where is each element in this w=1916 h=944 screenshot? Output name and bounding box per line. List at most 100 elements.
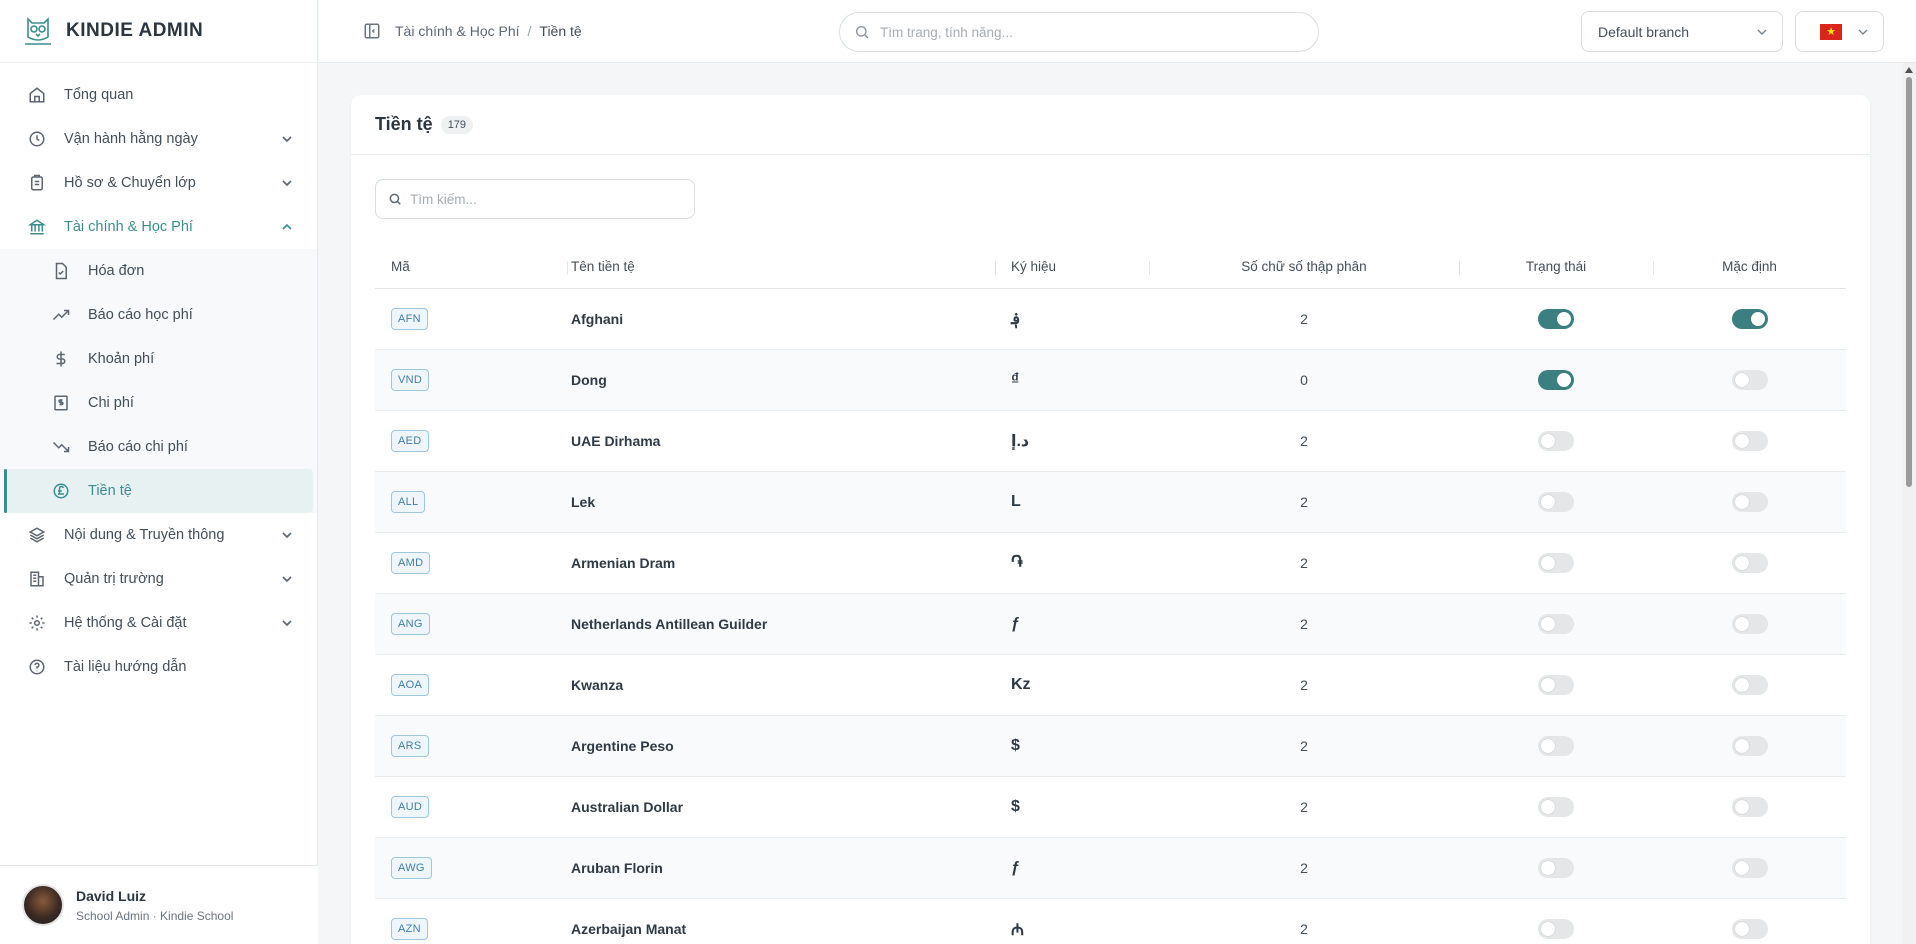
breadcrumb-separator: /: [527, 23, 532, 39]
sidebar-item-fees[interactable]: Khoản phí: [0, 337, 317, 381]
table-row[interactable]: AUD Australian Dollar $2: [375, 777, 1846, 838]
sidebar-toggle-icon[interactable]: [363, 22, 381, 40]
decimal-places: 2: [1300, 738, 1308, 754]
chevron-down-icon: [279, 527, 295, 543]
trend-down-icon: [50, 436, 72, 458]
branch-select[interactable]: Default branch: [1581, 11, 1783, 52]
default-toggle[interactable]: [1731, 614, 1768, 634]
sidebar-item-label: Tổng quan: [64, 87, 134, 103]
header-code[interactable]: Mã: [391, 259, 410, 274]
default-toggle[interactable]: [1731, 431, 1768, 451]
currency-name: Argentine Peso: [571, 738, 674, 754]
status-toggle[interactable]: [1538, 614, 1574, 634]
table-row[interactable]: AWG Aruban Florin ƒ 2: [375, 838, 1846, 899]
currency-code-badge: AUD: [391, 796, 430, 818]
brand-name: KINDIE ADMIN: [66, 20, 204, 41]
header-decimals[interactable]: Số chữ số thập phân: [1149, 259, 1459, 275]
scroll-up-arrow-icon[interactable]: [1905, 67, 1913, 73]
decimal-places: 2: [1300, 311, 1308, 327]
currency-symbol: $: [1011, 737, 1020, 754]
table-row[interactable]: AED UAE Dirhama د.إ 2: [375, 411, 1846, 472]
language-select[interactable]: ★: [1795, 11, 1884, 52]
sidebar-item-label: Báo cáo chi phí: [88, 439, 188, 455]
expense-icon: [50, 392, 72, 414]
sidebar-item-content[interactable]: Nội dung & Truyền thông: [0, 513, 317, 557]
status-toggle[interactable]: [1538, 370, 1574, 390]
table-body: AFN Afghani ؋ 2 VND Dong ₫ 0 AED UAE Dirhama د.إ 2 A…: [375, 289, 1846, 944]
status-toggle[interactable]: [1538, 797, 1574, 817]
default-toggle[interactable]: [1731, 858, 1768, 878]
breadcrumb-current: Tiền tệ: [539, 23, 582, 39]
default-toggle[interactable]: [1731, 492, 1768, 512]
table-search-input[interactable]: Tìm kiếm...: [375, 179, 695, 219]
sidebar-item-label: Quản trị trường: [64, 571, 164, 587]
status-toggle[interactable]: [1538, 309, 1574, 329]
table-search-placeholder: Tìm kiếm...: [410, 191, 477, 207]
sidebar-item-docs[interactable]: Tài liệu hướng dẫn: [0, 645, 317, 689]
user-profile[interactable]: David Luiz School Admin · Kindie School: [0, 865, 318, 944]
header-symbol[interactable]: Ký hiệu: [995, 259, 1149, 275]
search-icon: [854, 24, 870, 40]
sidebar-item-settings[interactable]: Hệ thống & Cài đặt: [0, 601, 317, 645]
table-row[interactable]: VND Dong ₫ 0: [375, 350, 1846, 411]
table-row[interactable]: ARS Argentine Peso $2: [375, 716, 1846, 777]
card-header: Tiền tệ 179: [351, 95, 1870, 155]
table-row[interactable]: ALL Lek L 2: [375, 472, 1846, 533]
user-role: School Admin · Kindie School: [76, 908, 234, 923]
header-status[interactable]: Trạng thái: [1459, 259, 1653, 275]
sidebar-item-label: Hồ sơ & Chuyển lớp: [64, 175, 196, 191]
global-search-placeholder: Tìm trang, tính năng...: [880, 24, 1013, 40]
table-row[interactable]: AMD Armenian Dram ֏ 2: [375, 533, 1846, 594]
decimal-places: 2: [1300, 921, 1308, 937]
table-row[interactable]: AOA Kwanza Kz 2: [375, 655, 1846, 716]
breadcrumb: Tài chính & Học Phí / Tiền tệ: [363, 22, 582, 40]
breadcrumb-parent[interactable]: Tài chính & Học Phí: [395, 23, 520, 39]
status-toggle[interactable]: [1538, 858, 1574, 878]
sidebar-item-records[interactable]: Hồ sơ & Chuyển lớp: [0, 161, 317, 205]
table-row[interactable]: AZN Azerbaijan Manat ₼ 2: [375, 899, 1846, 944]
sidebar-item-label: Hóa đơn: [88, 263, 145, 279]
status-toggle[interactable]: [1538, 492, 1574, 512]
sidebar-item-finance[interactable]: Tài chính & Học Phí: [0, 205, 317, 249]
page-scrollbar[interactable]: [1902, 63, 1916, 944]
currency-code-badge: ALL: [391, 491, 426, 513]
chevron-down-icon: [1855, 24, 1871, 40]
owl-logo-icon: [20, 13, 56, 49]
brand[interactable]: KINDIE ADMIN: [0, 0, 317, 63]
status-toggle[interactable]: [1538, 736, 1574, 756]
global-search-input[interactable]: Tìm trang, tính năng...: [839, 12, 1319, 52]
sidebar-item-tuition-report[interactable]: Báo cáo học phí: [0, 293, 317, 337]
status-toggle[interactable]: [1538, 553, 1574, 573]
status-toggle[interactable]: [1538, 675, 1574, 695]
currency-code-badge: AED: [391, 430, 429, 452]
header-default[interactable]: Mặc định: [1653, 259, 1846, 275]
sidebar-item-expense-report[interactable]: Báo cáo chi phí: [0, 425, 317, 469]
scrollbar-thumb[interactable]: [1906, 77, 1912, 487]
currency-symbol: ƒ: [1011, 615, 1020, 632]
table-row[interactable]: ANG Netherlands Antillean Guilder ƒ 2: [375, 594, 1846, 655]
table-row[interactable]: AFN Afghani ؋ 2: [375, 289, 1846, 350]
default-toggle[interactable]: [1731, 370, 1768, 390]
status-toggle[interactable]: [1538, 431, 1574, 451]
currency-symbol: د.إ: [1011, 433, 1030, 450]
branch-select-value: Default branch: [1598, 23, 1690, 40]
currency-symbol: ₫: [1011, 371, 1020, 388]
default-toggle[interactable]: [1731, 309, 1768, 329]
decimal-places: 2: [1300, 677, 1308, 693]
sidebar-item-daily-operations[interactable]: Vận hành hằng ngày: [0, 117, 317, 161]
status-toggle[interactable]: [1538, 919, 1574, 939]
default-toggle[interactable]: [1731, 797, 1768, 817]
sidebar-item-currency[interactable]: Tiền tệ: [4, 469, 313, 513]
currency-name: Azerbaijan Manat: [571, 921, 687, 937]
default-toggle[interactable]: [1731, 736, 1768, 756]
sidebar-item-invoices[interactable]: Hóa đơn: [0, 249, 317, 293]
sidebar-item-expenses[interactable]: Chi phí: [0, 381, 317, 425]
default-toggle[interactable]: [1731, 919, 1768, 939]
dollar-icon: [50, 348, 72, 370]
header-name[interactable]: Tên tiền tệ: [567, 259, 995, 275]
sidebar-item-school-admin[interactable]: Quản trị trường: [0, 557, 317, 601]
default-toggle[interactable]: [1731, 675, 1768, 695]
chevron-up-icon: [279, 219, 295, 235]
default-toggle[interactable]: [1731, 553, 1768, 573]
sidebar-item-overview[interactable]: Tổng quan: [0, 73, 317, 117]
